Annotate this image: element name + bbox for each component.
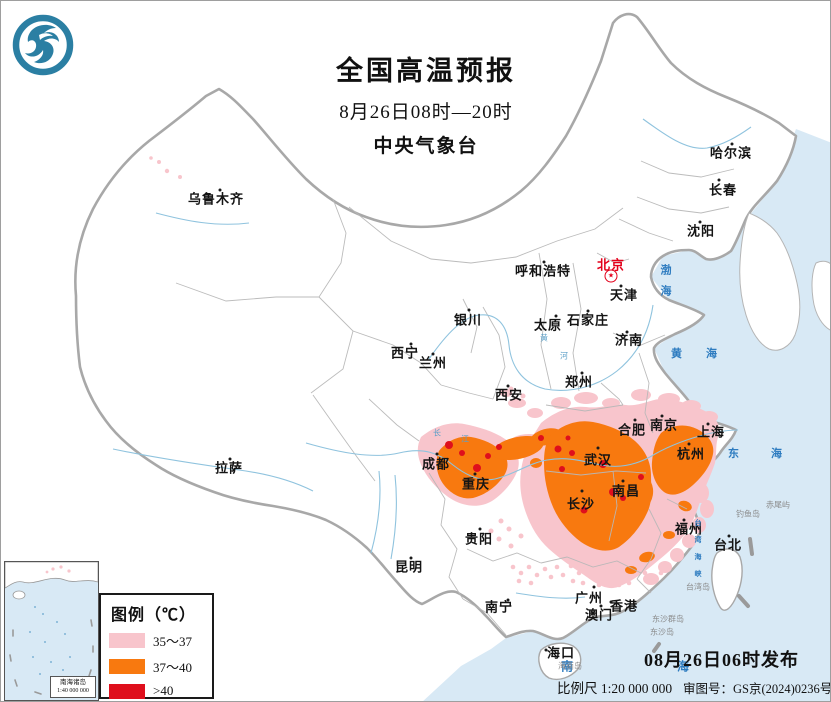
legend-item: 35～37 (109, 631, 206, 650)
sea-boundary-dashes (652, 537, 754, 653)
legend-item: >40 (109, 683, 206, 699)
title-block: 全国高温预报 8月26日08时—20时 中央气象台 (256, 49, 596, 158)
cma-logo-icon (12, 14, 74, 76)
province-borders (175, 160, 735, 636)
legend-label: 37～40 (153, 660, 193, 675)
valid-time: 8月26日08时—20时 (339, 102, 513, 123)
hainan-island (538, 642, 582, 681)
south-china-sea-inset: 南海诸岛 1:40 000 000 (4, 561, 99, 701)
inset-scale: 1:40 000 000 (57, 688, 89, 694)
islands (538, 212, 830, 681)
cma-logo (11, 13, 75, 77)
taiwan-island (711, 548, 743, 611)
legend-label: >40 (153, 683, 174, 698)
legend-item: 37～40 (109, 657, 206, 676)
legend-swatch (109, 683, 145, 699)
legend-swatch (109, 659, 145, 674)
legend-panel: 图例（℃） 35～37 37～40 >40 (99, 593, 214, 699)
issued-time: 08月26日06时发布 (644, 650, 799, 670)
inset-caption-box: 南海诸岛 1:40 000 000 (50, 676, 96, 698)
agency-name: 中央气象台 (373, 136, 479, 157)
legend-title: 图例（℃） (111, 607, 197, 624)
inset-hainan (12, 590, 26, 600)
korea-peninsula (739, 212, 801, 351)
legend-swatch (109, 633, 145, 648)
japan-kyushu (811, 260, 830, 331)
legend-items: 35～37 37～40 >40 (109, 631, 206, 699)
legend-label: 35～37 (153, 634, 193, 649)
page-title: 全国高温预报 (336, 56, 516, 86)
approval-number: 审图号：GS京(2024)0236号 (683, 682, 831, 696)
inset-mainland (5, 562, 98, 589)
inset-title: 南海诸岛 (60, 679, 86, 686)
inset-dashes (9, 619, 94, 695)
map-scale: 比例尺 1:20 000 000 (557, 681, 673, 696)
rivers (112, 118, 752, 599)
